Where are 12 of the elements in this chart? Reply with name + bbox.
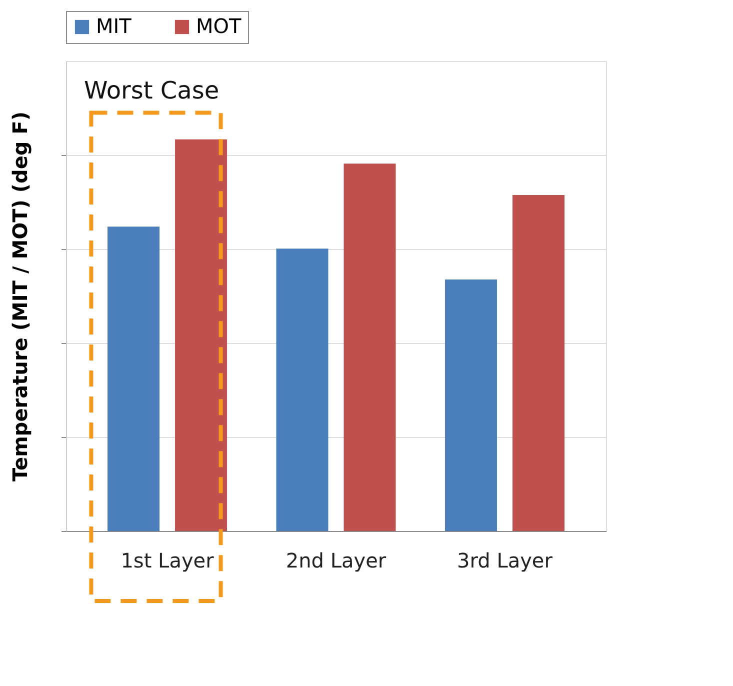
bar — [276, 248, 328, 531]
legend-label: MIT — [96, 14, 132, 38]
y-axis-title: Temperature (MIT / MOT) (deg F) — [8, 112, 32, 482]
bar — [344, 164, 396, 531]
bar — [512, 194, 564, 531]
legend-label: MOT — [196, 14, 242, 38]
text: Worst Case — [84, 76, 220, 104]
x-tick-label: 3rd Layer — [457, 548, 554, 572]
x-tick-label: 1st Layer — [120, 548, 215, 572]
bar — [445, 280, 497, 531]
bar — [108, 226, 160, 531]
x-tick-label: 2nd Layer — [286, 548, 387, 572]
